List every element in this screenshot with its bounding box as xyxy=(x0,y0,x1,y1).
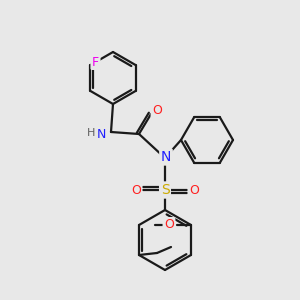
Text: F: F xyxy=(92,56,99,68)
Text: O: O xyxy=(189,184,199,196)
Text: O: O xyxy=(164,218,174,232)
Text: O: O xyxy=(131,184,141,196)
Text: H: H xyxy=(87,128,95,138)
Text: O: O xyxy=(152,103,162,116)
Text: S: S xyxy=(160,183,169,197)
Text: N: N xyxy=(96,128,106,140)
Text: N: N xyxy=(161,150,171,164)
